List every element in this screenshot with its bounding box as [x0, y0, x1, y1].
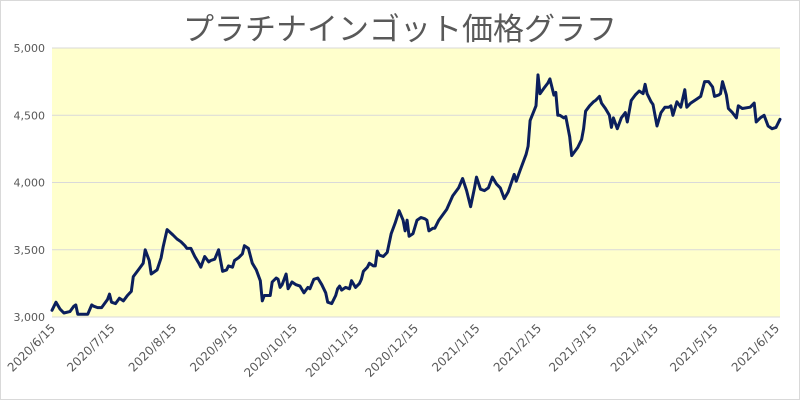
y-tick-label: 4,000 — [14, 177, 46, 190]
series-line — [50, 73, 782, 316]
y-tick-label: 5,000 — [14, 42, 46, 55]
y-tick-label: 4,500 — [14, 109, 46, 122]
y-tick-label: 3,500 — [14, 244, 46, 257]
chart-title: プラチナインゴット価格グラフ — [183, 12, 617, 48]
y-axis-tick-labels: 3,000 3,500 4,000 4,500 5,000 — [14, 42, 46, 324]
y-tick-label: 3,000 — [14, 311, 46, 324]
